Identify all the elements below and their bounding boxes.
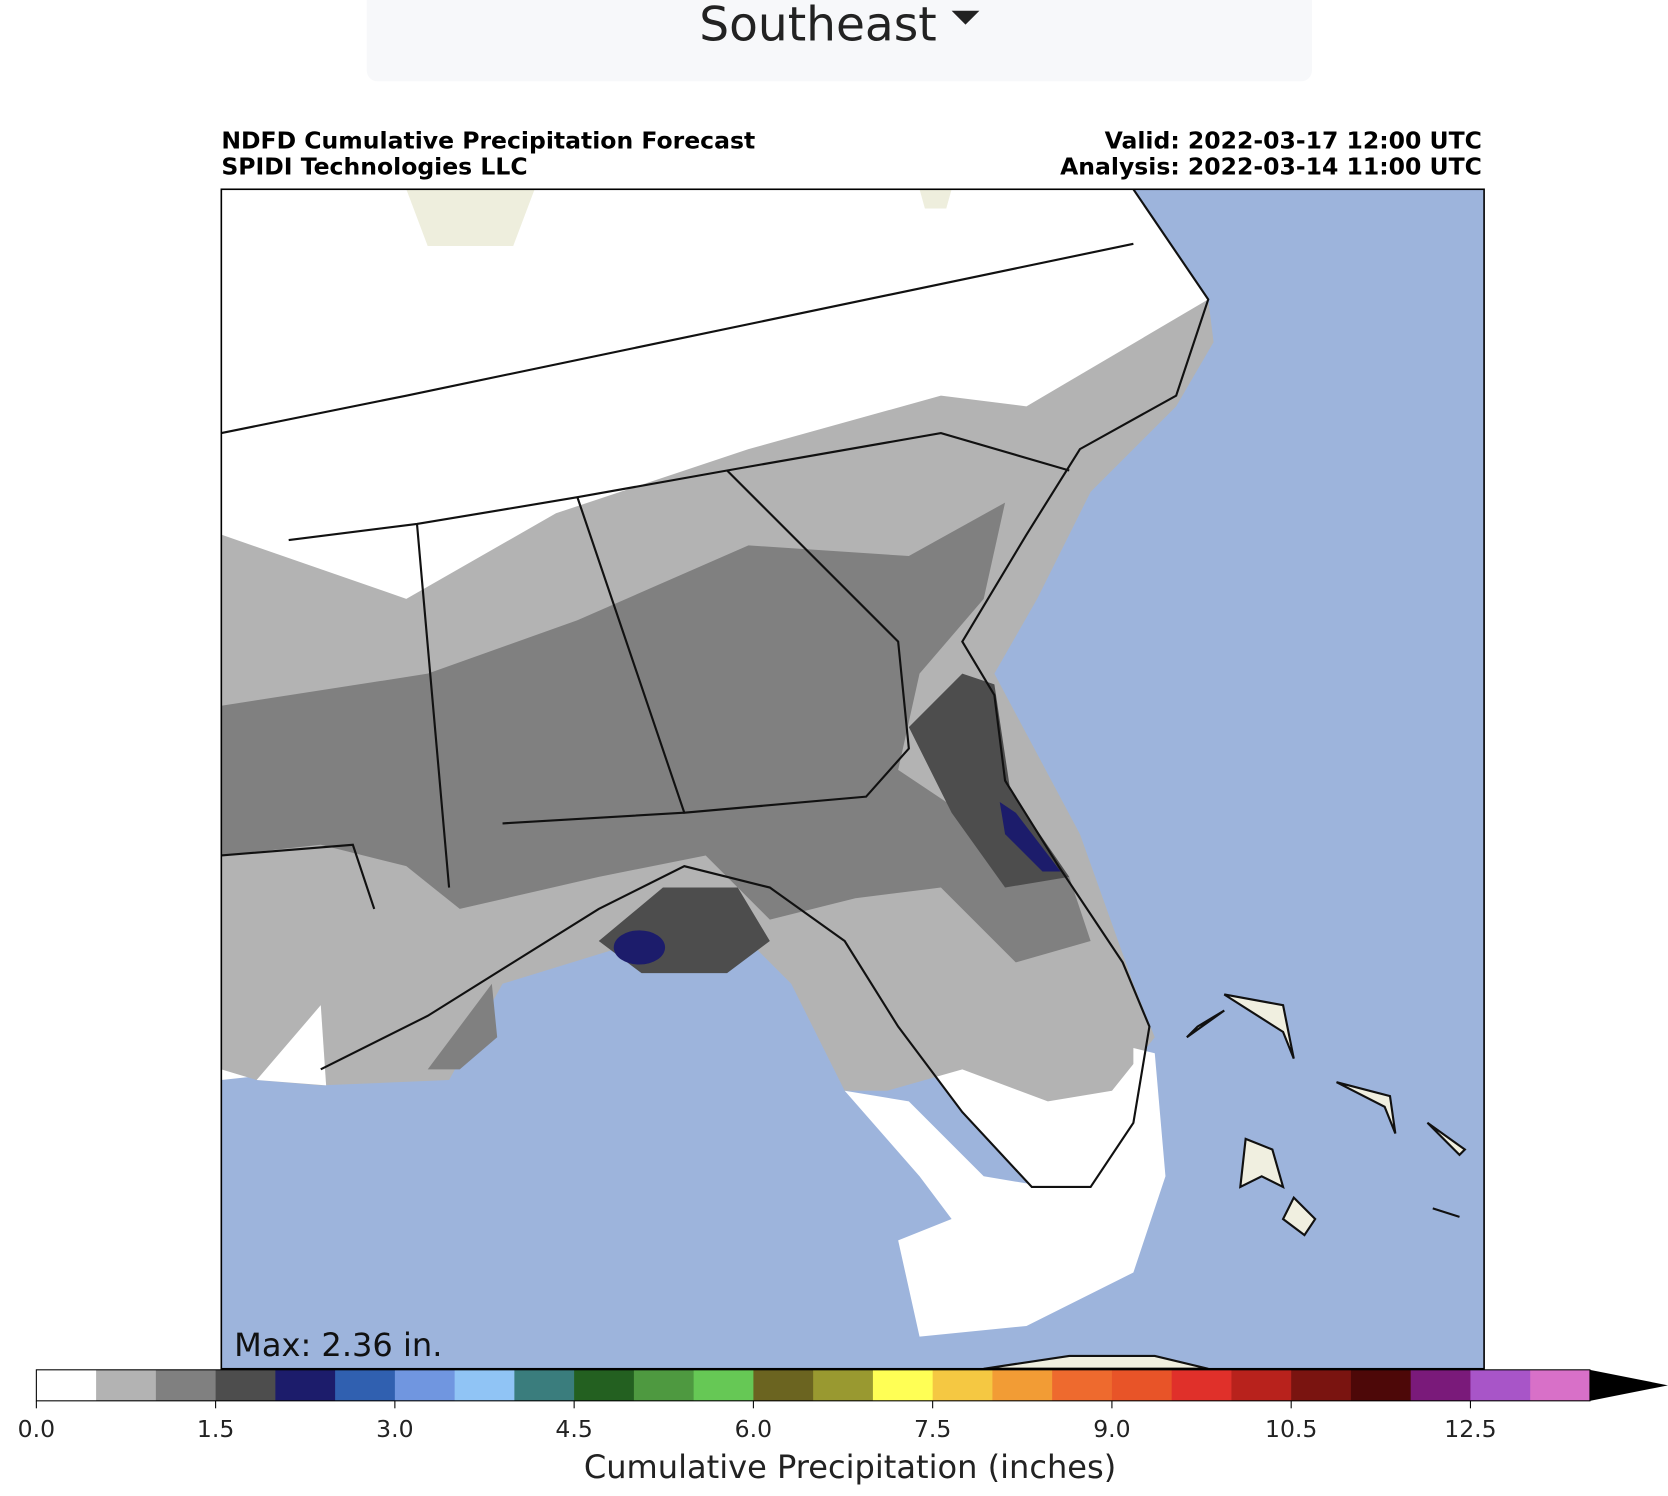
colorbar-tick-label: 12.5	[1444, 1415, 1496, 1443]
islands	[983, 993, 1467, 1369]
colorbar-tick-label: 9.0	[1093, 1415, 1130, 1443]
colorbar-bin	[155, 1369, 217, 1401]
colorbar-tick-label: 1.5	[197, 1415, 234, 1443]
colorbar-extend	[1589, 1369, 1668, 1401]
dropdown-label[interactable]: Southeast	[699, 0, 936, 53]
region-dropdown[interactable]: Southeast	[366, 0, 1312, 82]
colorbar-bin	[454, 1369, 515, 1401]
colorbar: 0.0 1.5 3.0 4.5 6.0 7.5 9.0 10.5 12.5	[18, 1369, 1668, 1443]
colorbar-bin	[1291, 1369, 1352, 1401]
valid-time: Valid: 2022-03-17 12:00 UTC	[1105, 127, 1482, 155]
colorbar-label: Cumulative Precipitation (inches)	[584, 1448, 1116, 1486]
colorbar-bin	[335, 1369, 396, 1401]
colorbar-bin	[1350, 1369, 1412, 1401]
colorbar-tick-label: 3.0	[376, 1415, 413, 1443]
colorbar-tick-label: 6.0	[735, 1415, 772, 1443]
colorbar-bin	[215, 1369, 276, 1401]
map-frame	[220, 188, 1485, 1370]
colorbar-bin	[633, 1369, 695, 1401]
colorbar-bin	[753, 1369, 814, 1401]
colorbar-tick-label: 10.5	[1265, 1415, 1317, 1443]
colorbar-bin	[275, 1369, 336, 1401]
colorbar-bin	[1171, 1369, 1232, 1401]
colorbar-bin	[872, 1369, 934, 1401]
colorbar-bin	[574, 1369, 635, 1401]
colorbar-bin	[1470, 1369, 1531, 1401]
precip-max	[613, 930, 666, 965]
map-title: NDFD Cumulative Precipitation Forecast	[221, 127, 755, 155]
borders	[221, 189, 1210, 1189]
colorbar-bin	[96, 1369, 157, 1401]
colorbar-bin	[1052, 1369, 1113, 1401]
colorbar-bin	[394, 1369, 456, 1401]
colorbar-bin	[36, 1369, 97, 1401]
light-area	[406, 189, 952, 246]
dropdown-caret[interactable]	[951, 10, 980, 25]
no-precip	[844, 1047, 1166, 1337]
colorbar-tick-label: 0.0	[18, 1415, 55, 1443]
colorbar-bin	[1111, 1369, 1173, 1401]
precip-heavy	[598, 673, 1070, 974]
max-label: Max: 2.36 in.	[234, 1326, 442, 1364]
colorbar-bin	[514, 1369, 575, 1401]
colorbar-tick-label: 4.5	[555, 1415, 592, 1443]
precip-medium	[221, 502, 1091, 1070]
colorbar-tick-label: 7.5	[914, 1415, 951, 1443]
colorbar-bin	[1410, 1369, 1471, 1401]
precip-max	[999, 802, 1061, 872]
map-subtitle: SPIDI Technologies LLC	[221, 152, 527, 180]
map	[221, 189, 1485, 1369]
dropdown-box[interactable]	[366, 0, 1312, 82]
colorbar-bin	[1530, 1369, 1591, 1401]
colorbar-bin	[693, 1369, 754, 1401]
colorbar-bin	[1231, 1369, 1292, 1401]
colorbar-bin	[813, 1369, 874, 1401]
colorbar-bin	[992, 1369, 1053, 1401]
colorbar-frame	[35, 1369, 1591, 1402]
no-precip	[256, 1005, 327, 1086]
analysis-time: Analysis: 2022-03-14 11:00 UTC	[1060, 152, 1482, 180]
colorbar-bin	[932, 1369, 993, 1401]
